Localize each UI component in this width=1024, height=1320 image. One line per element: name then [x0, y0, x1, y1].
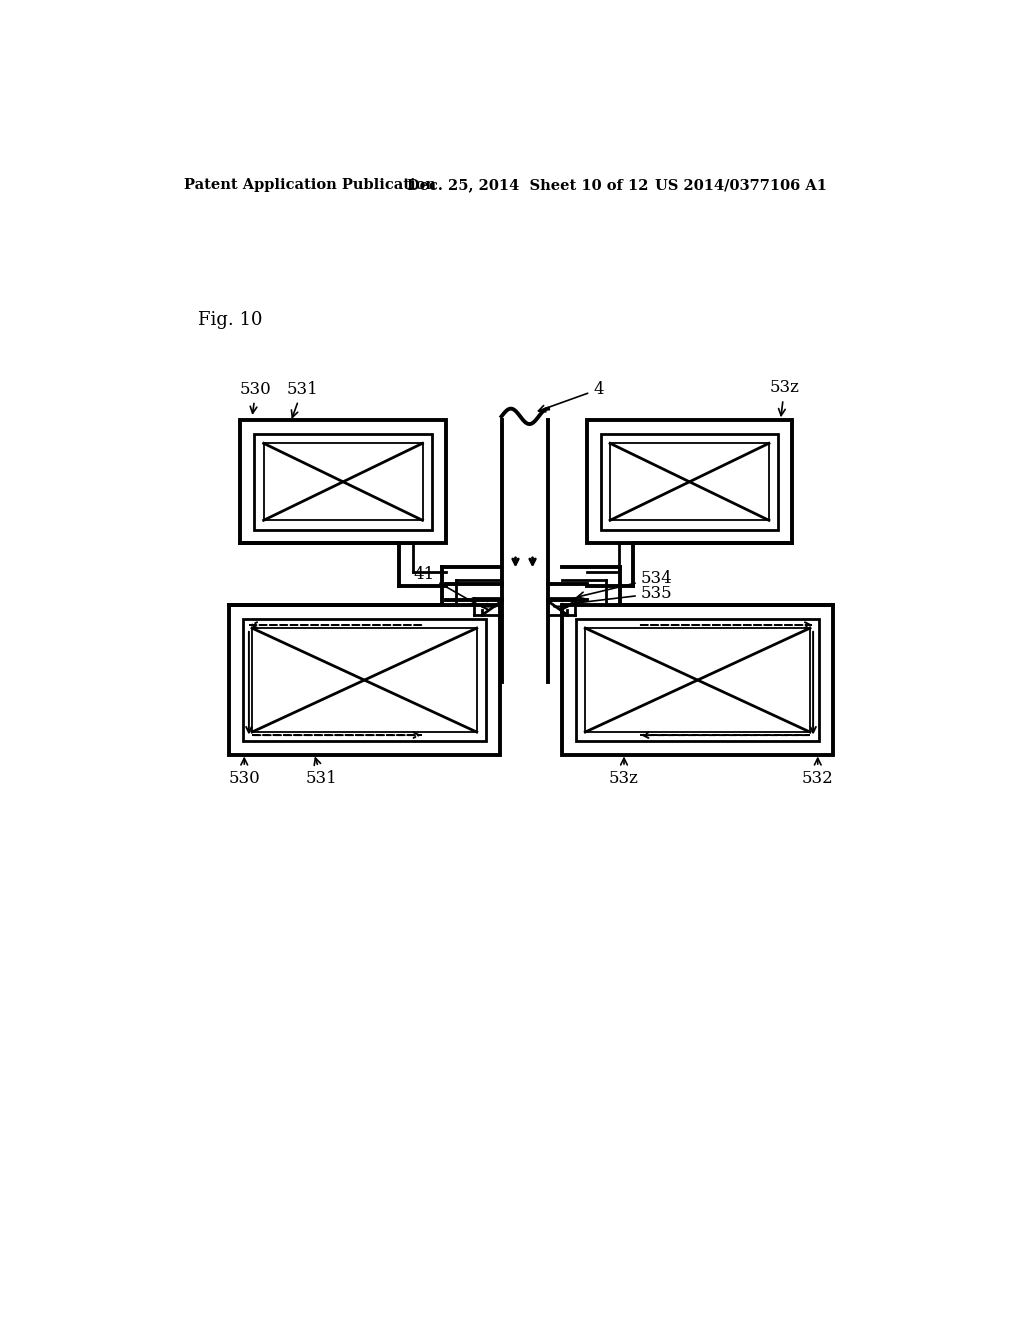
Bar	[252, 628, 477, 733]
Text: 4: 4	[539, 381, 604, 412]
Text: Dec. 25, 2014  Sheet 10 of 12: Dec. 25, 2014 Sheet 10 of 12	[407, 178, 648, 193]
Bar	[241, 420, 445, 544]
Text: Fig. 10: Fig. 10	[198, 312, 262, 329]
Text: 41: 41	[414, 566, 476, 605]
Bar	[575, 619, 819, 742]
Bar	[601, 434, 778, 529]
Bar	[254, 434, 432, 529]
Text: 534: 534	[578, 569, 673, 599]
Bar	[228, 605, 500, 755]
Text: 531: 531	[306, 758, 338, 787]
Text: US 2014/0377106 A1: US 2014/0377106 A1	[655, 178, 827, 193]
Bar	[263, 444, 423, 520]
Bar	[243, 619, 486, 742]
Bar	[610, 444, 769, 520]
Text: 531: 531	[287, 381, 318, 417]
Bar	[562, 605, 834, 755]
Text: 535: 535	[570, 585, 673, 606]
Text: 53z: 53z	[609, 758, 639, 787]
Bar	[587, 420, 793, 544]
Text: 53z: 53z	[769, 379, 800, 416]
Text: 530: 530	[240, 381, 271, 413]
Bar	[586, 628, 810, 733]
Text: 530: 530	[228, 758, 260, 787]
Text: Patent Application Publication: Patent Application Publication	[183, 178, 436, 193]
Text: 532: 532	[802, 758, 834, 787]
